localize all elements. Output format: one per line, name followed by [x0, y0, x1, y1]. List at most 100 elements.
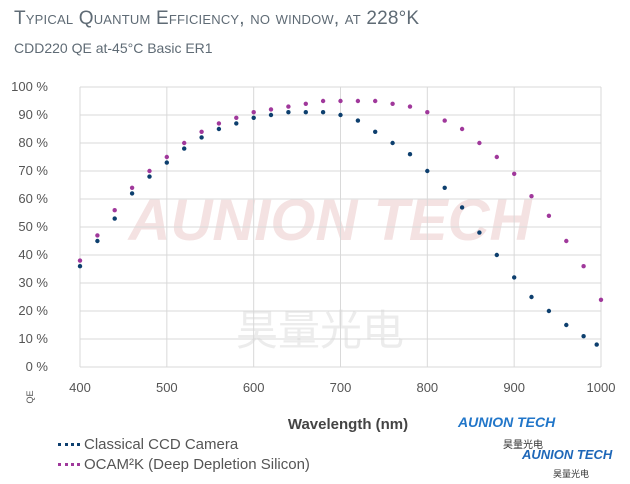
data-point: [95, 238, 100, 244]
series-0: [77, 110, 599, 347]
y-tick-label: 10 %: [18, 331, 48, 346]
brand-logo-secondary: AUNION TECH: [522, 447, 613, 462]
data-point: [494, 154, 499, 160]
y-axis-ticks: 0 % 10 % 20 % 30 % 40 % 50 % 60 % 70 % 80 % 90 % 1…: [11, 79, 48, 374]
data-point: [390, 140, 395, 146]
data-point: [77, 264, 83, 269]
data-point: [303, 101, 308, 107]
watermark-latin: AUNION TECH: [127, 188, 533, 253]
y-tick-label: 40 %: [18, 247, 48, 262]
data-point: [442, 118, 447, 123]
data-point: [477, 230, 482, 235]
data-points: [77, 98, 604, 347]
data-point: [182, 140, 187, 146]
data-point: [512, 275, 517, 280]
data-point: [459, 205, 465, 210]
data-point: [199, 135, 204, 140]
data-point: [442, 185, 447, 190]
x-tick-label: 500: [156, 380, 178, 395]
data-point: [129, 185, 135, 190]
data-point: [598, 297, 604, 302]
legend-item-ocam: OCAM²K (Deep Depletion Silicon): [58, 454, 310, 474]
data-point: [390, 101, 395, 107]
data-point: [199, 129, 204, 134]
data-point: [529, 294, 534, 300]
chart-subtitle: CDD220 QE at-45°C Basic ER1: [14, 40, 213, 56]
data-point: [581, 334, 586, 339]
data-point: [477, 140, 482, 146]
data-point: [407, 104, 413, 109]
legend-swatch-ocam: [58, 462, 80, 466]
legend-label-ocam: OCAM²K (Deep Depletion Silicon): [84, 455, 310, 473]
data-point: [594, 342, 599, 347]
data-point: [303, 110, 308, 115]
y-tick-label: 50 %: [18, 219, 48, 234]
y-tick-label: 60 %: [18, 191, 48, 206]
data-point: [216, 126, 222, 132]
data-point: [251, 110, 256, 115]
x-tick-label: 800: [416, 380, 438, 395]
data-point: [529, 194, 534, 199]
data-point: [164, 160, 169, 165]
data-point: [512, 171, 517, 176]
data-point: [164, 154, 169, 160]
y-tick-label: 0 %: [26, 359, 49, 374]
y-tick-label: 20 %: [18, 303, 48, 318]
data-point: [564, 238, 569, 244]
y-tick-label: 30 %: [18, 275, 48, 290]
data-point: [425, 110, 430, 115]
data-point: [320, 110, 326, 115]
chart-title: Typical Quantum Efficiency, no window, a…: [14, 8, 420, 29]
data-point: [182, 146, 187, 151]
legend: Classical CCD Camera OCAM²K (Deep Deplet…: [58, 434, 310, 474]
data-point: [581, 264, 586, 269]
data-point: [425, 168, 430, 174]
data-point: [459, 126, 465, 132]
data-point: [129, 191, 135, 196]
data-point: [234, 115, 239, 121]
legend-swatch-ccd: [58, 442, 80, 446]
y-tick-label: 80 %: [18, 135, 48, 150]
data-point: [564, 322, 569, 328]
legend-label-ccd: Classical CCD Camera: [84, 435, 239, 453]
y-tick-label: 70 %: [18, 163, 48, 178]
data-point: [494, 252, 499, 258]
series-1: [77, 98, 604, 302]
data-point: [546, 213, 552, 218]
data-point: [268, 112, 274, 118]
x-tick-label: 600: [243, 380, 265, 395]
data-point: [147, 168, 152, 174]
x-tick-label: 400: [69, 380, 91, 395]
legend-item-ccd: Classical CCD Camera: [58, 434, 310, 454]
data-point: [338, 98, 343, 104]
grid: [79, 86, 602, 368]
x-tick-label: 900: [503, 380, 525, 395]
data-point: [77, 258, 83, 263]
x-tick-label: 700: [330, 380, 352, 395]
data-point: [355, 118, 361, 123]
y-axis-label: QE: [25, 390, 35, 403]
data-point: [234, 121, 239, 126]
data-point: [320, 98, 326, 104]
data-point: [338, 112, 343, 118]
data-point: [546, 308, 552, 314]
data-point: [251, 115, 256, 121]
data-point: [373, 129, 378, 134]
data-point: [216, 121, 222, 126]
watermark: AUNION TECH 昊量光电: [127, 188, 533, 355]
x-tick-label: 1000: [587, 380, 616, 395]
y-tick-label: 90 %: [18, 107, 48, 122]
data-point: [355, 98, 361, 104]
brand-logo-tagline: 昊量光电: [503, 440, 543, 451]
data-point: [407, 152, 413, 157]
x-axis-ticks: 400 500 600 700 800 900 1000: [69, 380, 615, 395]
x-axis-label: Wavelength (nm): [288, 416, 408, 433]
data-point: [286, 110, 291, 115]
data-point: [268, 107, 274, 112]
data-point: [95, 233, 100, 238]
data-point: [147, 174, 152, 179]
brand-logo: AUNION TECH: [458, 414, 556, 430]
data-point: [286, 104, 291, 109]
data-point: [373, 98, 378, 104]
data-point: [112, 216, 117, 221]
